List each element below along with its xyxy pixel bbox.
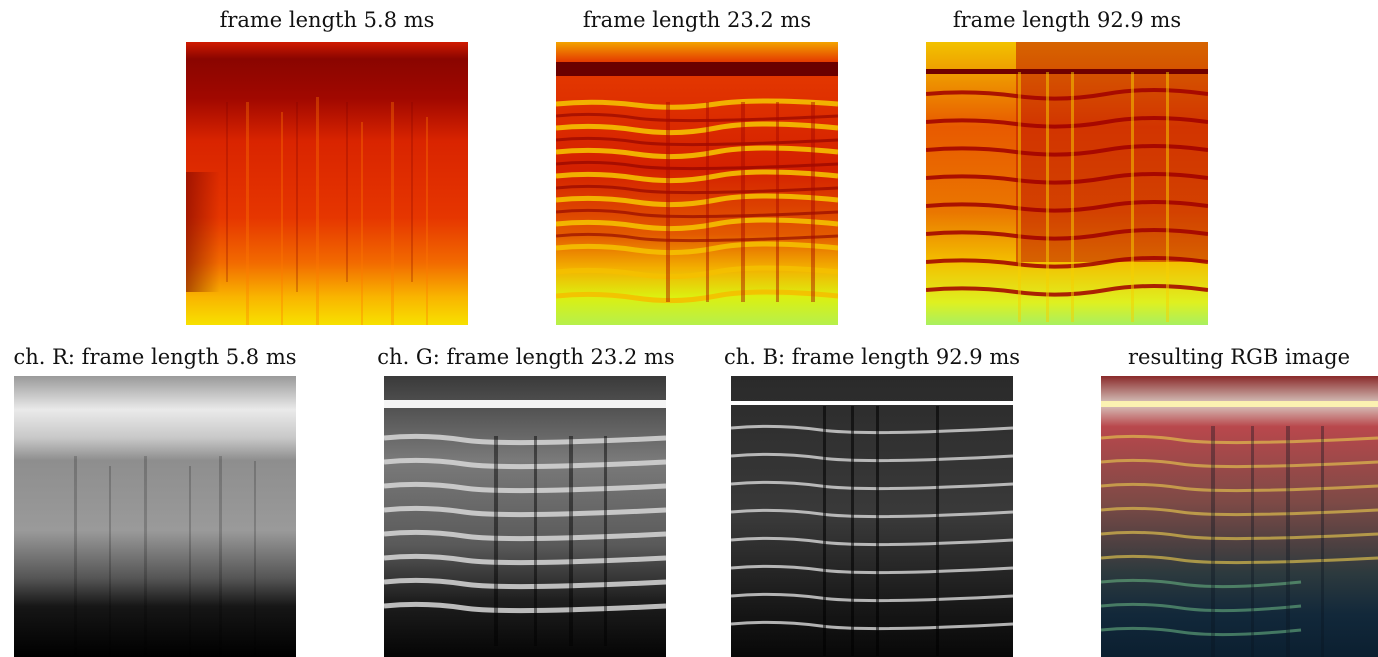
title-rgb: resulting RGB image — [1128, 345, 1350, 369]
channel-b-92-9ms — [731, 376, 1013, 657]
title-spec-92-9: frame length 92.9 ms — [952, 8, 1182, 32]
spectrogram-23-2ms — [556, 42, 838, 325]
spectrogram-23-2ms-image — [556, 42, 838, 325]
channel-g-image — [384, 376, 666, 657]
resulting-rgb-image — [1101, 376, 1378, 657]
title-ch-b: ch. B: frame length 92.9 ms — [723, 345, 1021, 369]
title-ch-r: ch. R: frame length 5.8 ms — [13, 345, 297, 369]
spectrogram-5-8ms — [186, 42, 468, 325]
spectrogram-92-9ms-image — [926, 42, 1208, 325]
title-spec-5-8: frame length 5.8 ms — [219, 8, 435, 32]
channel-r-5-8ms — [14, 376, 296, 657]
channel-b-image — [731, 376, 1013, 657]
title-ch-g: ch. G: frame length 23.2 ms — [377, 345, 675, 369]
channel-r-image — [14, 376, 296, 657]
rgb-image — [1101, 376, 1378, 657]
spectrogram-92-9ms — [926, 42, 1208, 325]
spectrogram-5-8ms-image — [186, 42, 468, 325]
title-spec-23-2: frame length 23.2 ms — [582, 8, 812, 32]
channel-g-23-2ms — [384, 376, 666, 657]
